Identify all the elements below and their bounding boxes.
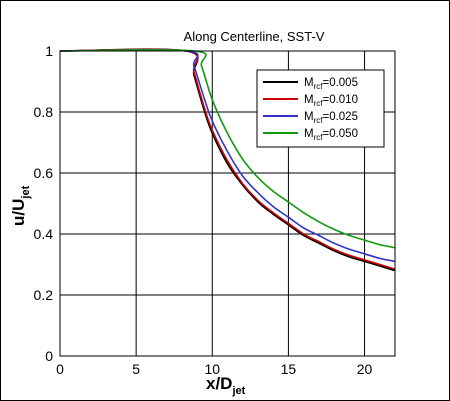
series-line-3 [59, 49, 396, 249]
legend-entry-1: Mrcf=0.010 [304, 94, 358, 108]
series-line-0 [59, 48, 396, 272]
legend-entry-main: M [304, 94, 314, 106]
plot-area [59, 50, 396, 357]
legend-entry-rest: =0.010 [322, 94, 358, 106]
series-line-1 [59, 48, 396, 270]
x-tick-label: 5 [132, 361, 140, 377]
y-axis-label: u/Ujet [9, 185, 32, 226]
legend-entry-sub: rcf [314, 82, 324, 91]
y-axis-label-sub: jet [20, 185, 32, 199]
series-line-2 [59, 49, 396, 263]
legend-entry-0: Mrcf=0.005 [304, 77, 358, 91]
y-tick-label: 1 [45, 43, 53, 59]
legend-entry-rest: =0.025 [322, 111, 358, 123]
y-tick-label: 0 [45, 348, 53, 364]
series-layer [59, 48, 396, 272]
legend-entry-3: Mrcf=0.050 [304, 128, 358, 142]
x-axis-label-sub: jet [231, 385, 245, 397]
y-tick-label: 0.8 [34, 104, 54, 120]
chart-title: Along Centerline, SST-V [184, 29, 325, 44]
legend-entry-2: Mrcf=0.025 [304, 111, 358, 125]
legend-entry-sub: rcf [314, 99, 324, 108]
x-tick-labels: 0 5 10 15 20 [56, 361, 372, 377]
legend-entry-sub: rcf [314, 116, 324, 125]
y-tick-label: 0.2 [34, 287, 54, 303]
y-tick-label: 0.6 [34, 165, 54, 181]
x-axis-label: x/Djet [206, 374, 246, 397]
x-tick-label: 20 [357, 361, 373, 377]
y-tick-label: 0.4 [34, 226, 54, 242]
y-axis-label-main: u/U [9, 199, 28, 226]
legend-entry-rest: =0.050 [322, 128, 358, 140]
legend-entry-main: M [304, 128, 314, 140]
x-tick-label: 10 [204, 361, 220, 377]
x-tick-label: 0 [56, 361, 64, 377]
x-axis-label-main: x/D [206, 374, 232, 393]
legend-entry-rest: =0.005 [322, 77, 358, 89]
y-tick-labels: 0 0.2 0.4 0.6 0.8 1 [34, 43, 54, 364]
legend-entry-main: M [304, 77, 314, 89]
legend-entry-main: M [304, 111, 314, 123]
legend-entry-sub: rcf [314, 133, 324, 142]
x-tick-label: 15 [281, 361, 297, 377]
